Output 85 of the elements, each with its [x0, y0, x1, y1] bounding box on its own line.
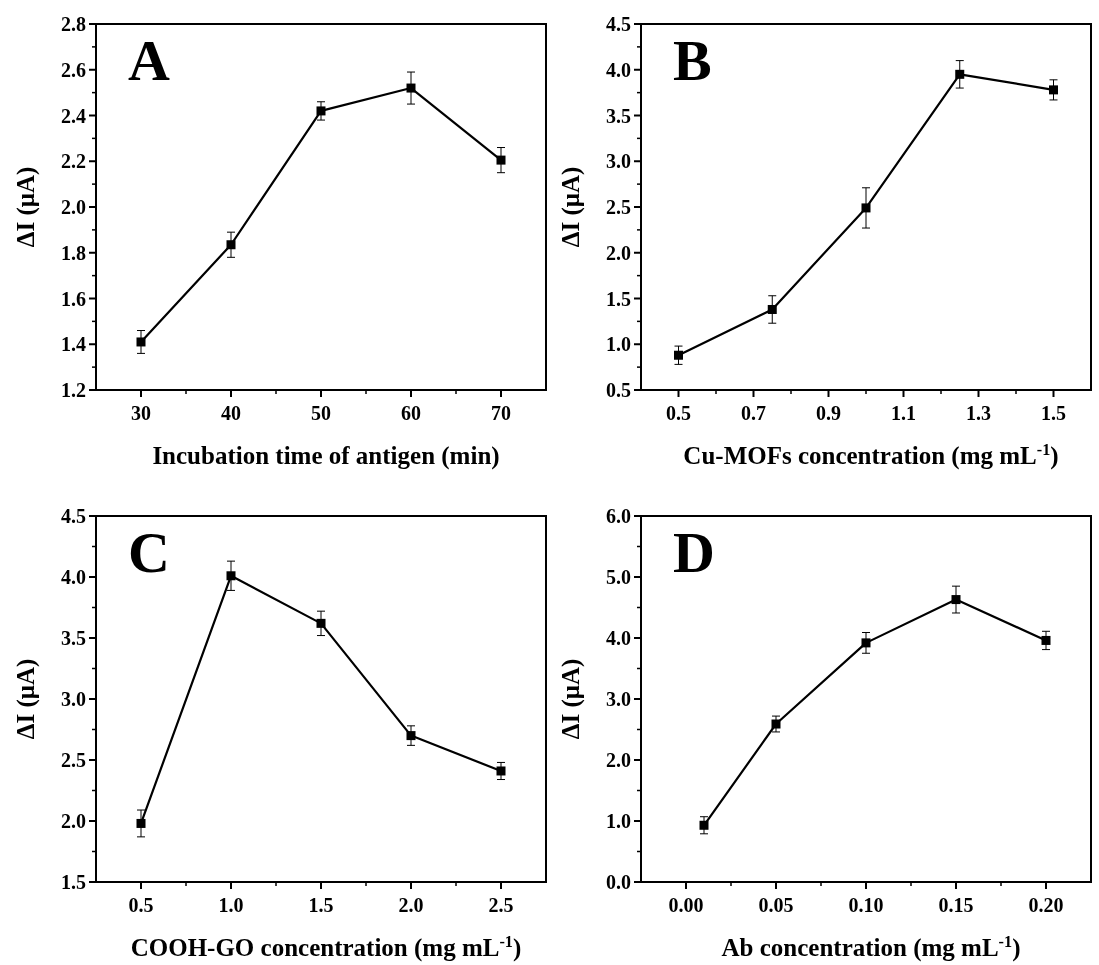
point: [861, 638, 871, 648]
point: [496, 766, 506, 776]
y-tick-label: 1.5: [61, 871, 86, 893]
y-tick-label: 4.0: [606, 627, 631, 649]
chart-title: A: [128, 28, 170, 93]
y-tick-label: 3.0: [61, 688, 86, 710]
y-tick-label: 1.5: [606, 287, 631, 310]
point: [955, 69, 965, 79]
x-tick-label: 1.5: [1041, 402, 1066, 424]
x-tick-label: 60: [401, 402, 421, 424]
x-tick-label: 1.0: [218, 894, 244, 916]
y-tick-label: 2.0: [606, 241, 631, 264]
y-tick-label: 1.8: [61, 241, 86, 264]
x-axis-title: Incubation time of antigen (min): [152, 442, 500, 470]
x-tick-label: 0.7: [741, 402, 766, 424]
y-tick-label: 2.5: [61, 749, 86, 771]
x-tick-label: 0.20: [1028, 894, 1064, 916]
point: [951, 595, 961, 605]
x-axis-title: Cu-MOFs concentration (mg mL$^{-1}$): [683, 441, 1059, 470]
x-tick-label: 1.3: [966, 402, 991, 424]
chart-title: C: [128, 520, 170, 585]
y-tick-label: 2.2: [61, 150, 86, 173]
y-tick-label: 1.4: [61, 333, 86, 356]
y-tick-label: 0.5: [606, 379, 631, 401]
point: [406, 731, 416, 741]
y-tick-label: 4.5: [61, 505, 86, 527]
y-tick-label: 1.0: [606, 333, 631, 356]
y-tick-label: 3.0: [606, 688, 631, 710]
x-tick-label: 0.5: [128, 894, 154, 916]
point: [226, 571, 236, 581]
point: [1041, 635, 1051, 645]
y-tick-label: 4.0: [606, 58, 631, 81]
y-axis-title: ΔI (μA): [12, 166, 40, 248]
y-tick-label: 3.5: [61, 627, 86, 649]
y-tick-label: 4.5: [606, 13, 631, 35]
x-tick-label: 2.5: [488, 894, 514, 916]
point: [496, 155, 506, 165]
y-tick-label: 3.0: [606, 150, 631, 173]
y-tick-label: 2.8: [61, 13, 86, 35]
point: [771, 719, 781, 729]
point: [316, 618, 326, 628]
y-tick-label: 2.0: [61, 810, 86, 832]
y-tick-label: 2.4: [61, 104, 86, 127]
x-tick-label: 1.5: [308, 894, 334, 916]
y-tick-label: 2.0: [61, 196, 86, 218]
y-axis-title: ΔI (μA): [12, 658, 40, 740]
y-tick-label: 2.0: [606, 749, 631, 771]
point: [136, 337, 146, 347]
x-axis-title: Ab concentration (mg mL$^{-1}$): [721, 933, 1021, 962]
point: [226, 240, 236, 250]
x-tick-label: 40: [221, 402, 241, 424]
x-tick-label: 0.10: [848, 894, 884, 916]
x-tick-label: 30: [131, 402, 151, 424]
x-tick-label: 1.1: [891, 402, 916, 424]
y-tick-label: 0.0: [606, 871, 631, 893]
chart-title: D: [673, 520, 715, 585]
x-tick-label: 50: [311, 402, 331, 424]
y-tick-label: 1.2: [61, 379, 86, 401]
y-tick-label: 4.0: [61, 566, 86, 588]
chart-title: B: [673, 28, 712, 93]
point: [674, 350, 683, 360]
y-tick-label: 5.0: [606, 566, 631, 588]
point: [316, 106, 326, 116]
x-tick-label: 0.9: [816, 402, 841, 424]
point: [136, 818, 146, 828]
y-tick-label: 2.6: [61, 58, 86, 81]
point: [861, 203, 871, 213]
y-axis-title: ΔI (μA): [557, 658, 585, 740]
point: [406, 83, 416, 93]
x-tick-label: 0.15: [938, 894, 974, 916]
point: [699, 820, 709, 830]
y-tick-label: 6.0: [606, 505, 631, 527]
x-tick-label: 0.05: [758, 894, 794, 916]
x-tick-label: 2.0: [398, 894, 424, 916]
x-tick-label: 0.5: [666, 402, 691, 424]
y-tick-label: 2.5: [606, 196, 631, 218]
y-tick-label: 3.5: [606, 104, 631, 127]
y-tick-label: 1.0: [606, 810, 631, 832]
point: [767, 304, 777, 314]
y-tick-label: 1.6: [61, 287, 86, 310]
point: [1049, 85, 1058, 95]
x-tick-label: 0.00: [668, 894, 704, 916]
x-axis-title: COOH-GO concentration (mg mL$^{-1}$): [130, 933, 522, 962]
y-axis-title: ΔI (μA): [557, 166, 585, 248]
x-tick-label: 70: [491, 402, 511, 424]
